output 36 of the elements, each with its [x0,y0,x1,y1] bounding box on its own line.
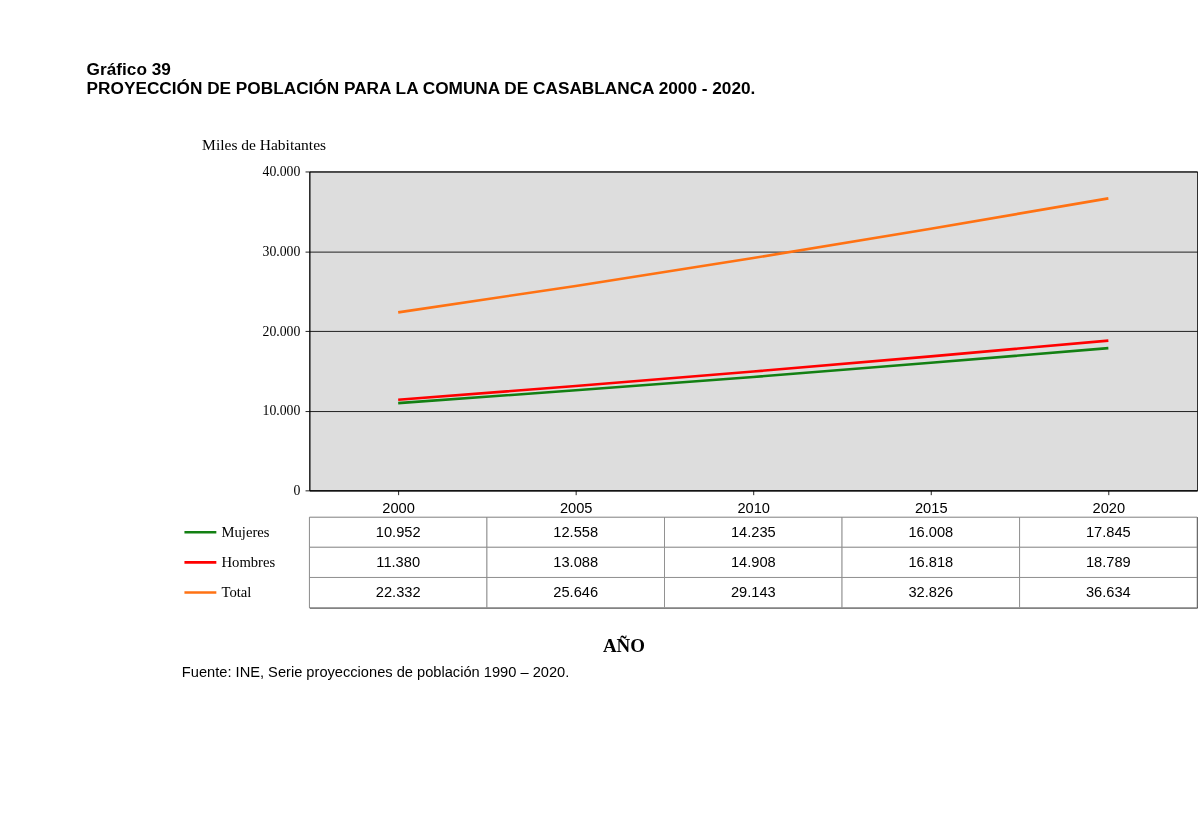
data-label: 32.826 [908,583,954,600]
y-tick-label: 0 [293,483,301,499]
data-label: 16.008 [908,523,954,540]
y-tick-label: 10.000 [262,403,301,419]
legend-label: Hombres [221,553,276,570]
data-label: 12.558 [553,523,599,540]
y-tick-label: 40.000 [262,164,301,180]
text: AÑO [602,635,646,657]
data-label: 14.908 [730,553,776,570]
data-label: 10.952 [375,523,421,540]
line-series [396,346,1110,405]
legend-label: Total [221,583,252,600]
data-label: 18.789 [1085,553,1131,570]
data-label: 25.646 [553,583,599,600]
data-label: 29.143 [730,583,776,600]
legend-label: Mujeres [221,523,270,540]
x-tick-label: 2020 [1092,500,1126,517]
data-label: 13.088 [553,553,599,570]
line-series [396,197,1110,314]
data-label: 14.235 [730,523,776,540]
data-label: 11.380 [376,553,421,570]
y-tick-label: 20.000 [262,323,301,339]
data-label: 16.818 [908,553,954,570]
line-series [396,339,1110,401]
x-tick-label: 2000 [382,500,415,517]
x-tick-label: 2005 [559,500,593,517]
y-tick-label: 30.000 [262,243,301,259]
text: Gráfico 39 [86,58,171,79]
data-label: 22.332 [375,583,421,600]
source-note: Fuente: INE, Serie proyecciones de población 1990 – 2020. [181,663,570,680]
data-label: 17.845 [1085,523,1131,540]
x-tick-label: 2015 [914,500,948,517]
chart-subtitle: PROYECCIÓN DE POBLACIÓN PARA LA COMUNA DE CASABLANCA 2000 - 2020. [86,78,756,99]
x-tick-label: 2010 [737,500,770,517]
y-axis-title: Miles de Habitantes [202,135,327,153]
data-label: 36.634 [1085,583,1131,600]
